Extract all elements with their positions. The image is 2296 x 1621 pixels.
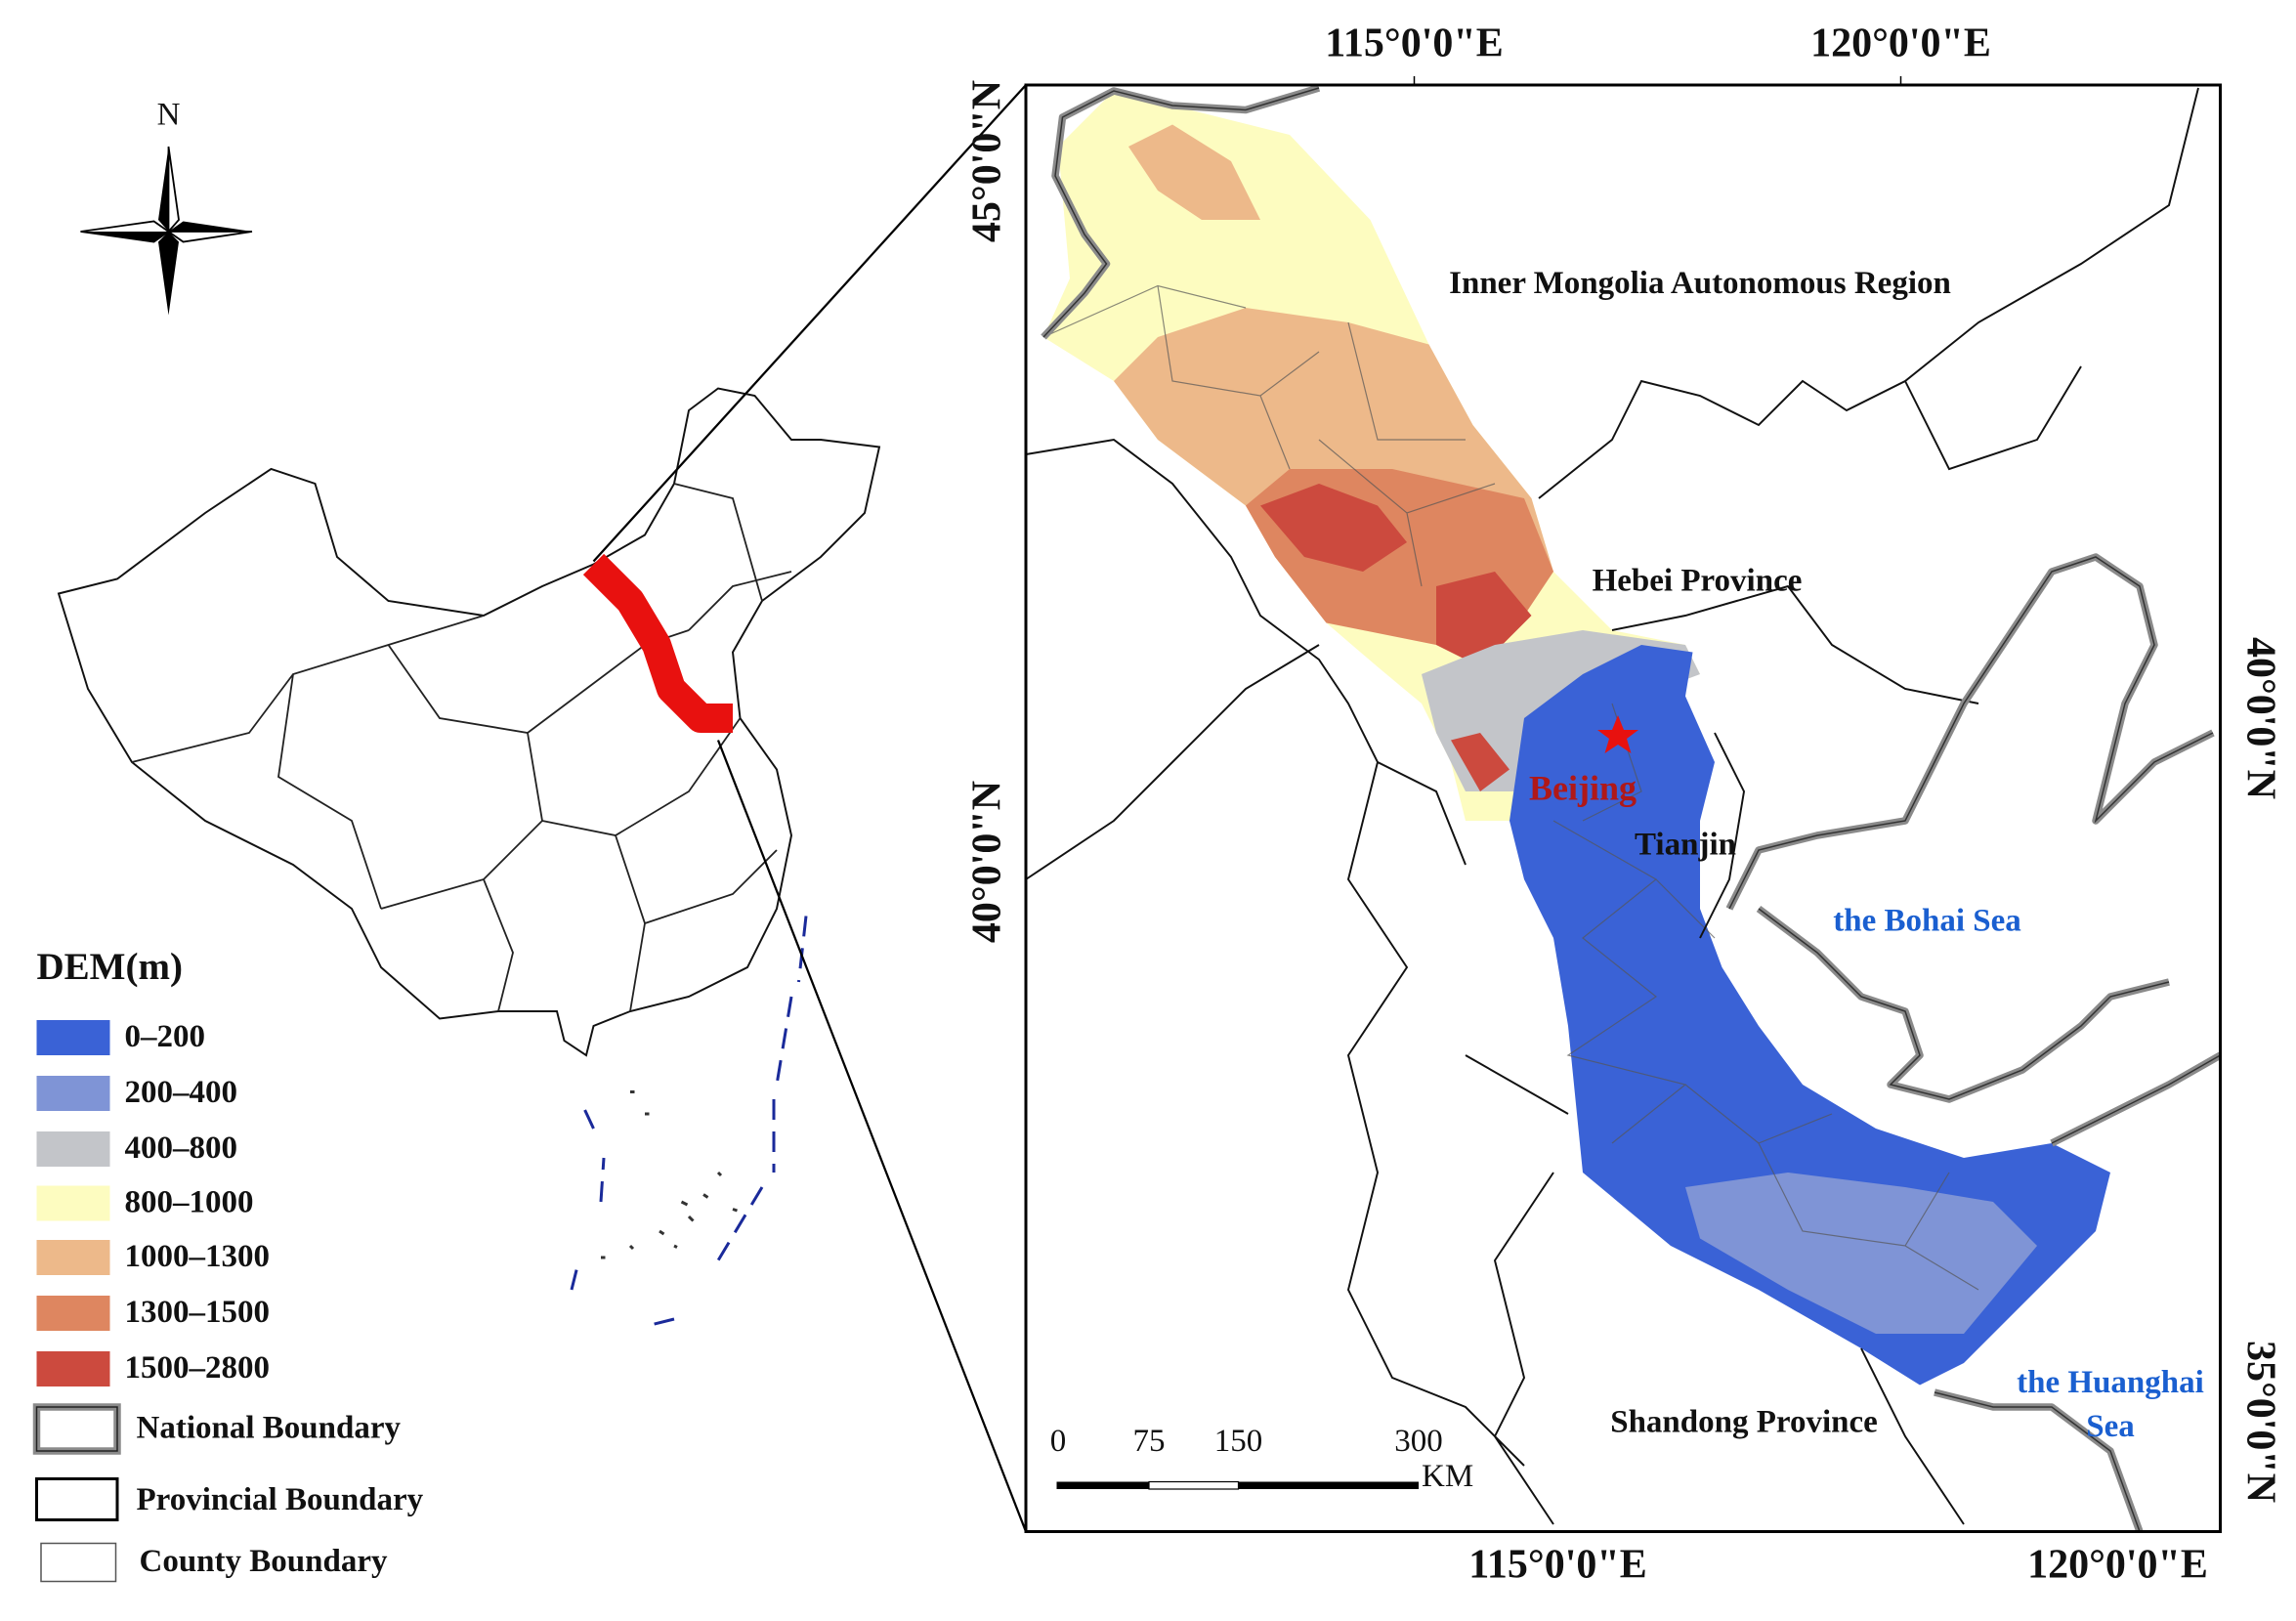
zoom-line (592, 84, 1027, 563)
dem-region (1128, 124, 1260, 220)
coordinate-label: 120°0'0"E (1810, 21, 1991, 66)
legend-swatch (36, 1185, 110, 1221)
dem-region (1685, 1173, 2037, 1334)
legend-label: Provincial Boundary (137, 1482, 424, 1517)
coastline-inner (1042, 87, 2221, 1532)
map-label: the Bohai Sea (1833, 904, 2021, 939)
content: N Inn (32, 21, 2283, 1588)
coordinate-label: 115°0'0"E (1325, 21, 1503, 66)
legend-swatch (36, 1351, 110, 1386)
scale-label: 0 (1050, 1424, 1067, 1459)
legend-title: DEM(m) (37, 946, 183, 988)
map-label: Inner Mongolia Autonomous Region (1449, 266, 1951, 301)
legend-label: 400–800 (125, 1130, 238, 1166)
legend-swatch (36, 1131, 110, 1167)
scale-segment (1056, 1481, 1239, 1489)
zoom-line (716, 740, 1028, 1532)
legend-label: 1000–1300 (125, 1239, 271, 1274)
coordinate-label: 45°0'0"N (965, 80, 1010, 242)
legend-label: County Boundary (140, 1544, 388, 1579)
map-label: Shandong Province (1610, 1405, 1878, 1440)
map-label: Beijing (1529, 768, 1637, 807)
islands (601, 1090, 738, 1259)
scale-label: 150 (1214, 1424, 1263, 1459)
scale-bar: 0 75 150 300 KM (1050, 1424, 1473, 1494)
north-arrow: N (80, 98, 253, 316)
dem-region (1260, 484, 1407, 572)
map-label: the Huanghai (2017, 1365, 2204, 1400)
legend-label: 1300–1500 (125, 1295, 271, 1330)
county-lines (1042, 284, 1979, 1291)
legend-swatch (40, 1542, 117, 1583)
study-area-strip (582, 553, 733, 733)
coordinate-label: 40°0'0"N (965, 781, 1010, 943)
north-label: N (157, 98, 181, 133)
inset-map: Inner Mongolia Autonomous Region Hebei P… (965, 21, 2283, 1588)
scale-label: 75 (1133, 1424, 1166, 1459)
dem-region (1451, 733, 1509, 791)
province-boundary (1026, 87, 2221, 1525)
inset-frame (1024, 83, 2222, 1533)
legend-swatch (36, 1296, 110, 1331)
coordinate-label: 120°0'0"E (2027, 1543, 2208, 1588)
legend: DEM(m) National Boundary Provincial Boun… (32, 946, 424, 1583)
legend-swatch (36, 1076, 110, 1111)
coordinate-label: 40°0'0"N (2237, 637, 2282, 799)
scale-label: 300 (1394, 1424, 1443, 1459)
scale-unit: KM (1422, 1459, 1473, 1494)
map-label: Sea (2086, 1409, 2135, 1444)
scale-segment (1148, 1480, 1240, 1490)
legend-swatch (32, 1403, 121, 1455)
china-outline (57, 387, 881, 1057)
map-label: Tianjin (1635, 828, 1736, 863)
legend-swatch (35, 1406, 118, 1452)
legend-swatch (36, 1020, 110, 1055)
legend-label: 200–400 (125, 1075, 238, 1110)
legend-label: National Boundary (137, 1411, 402, 1446)
province-lines (131, 483, 792, 1012)
map-label: Hebei Province (1593, 564, 1803, 599)
legend-swatch (36, 1240, 110, 1275)
coordinate-label: 115°0'0"E (1468, 1543, 1646, 1588)
legend-label: 1500–2800 (125, 1350, 271, 1386)
scale-segment (1238, 1481, 1419, 1489)
china-map (57, 84, 1028, 1532)
dem-region (1436, 572, 1532, 667)
capital-star (1597, 715, 1638, 753)
legend-swatch (35, 1477, 119, 1521)
legend-label: 800–1000 (125, 1185, 254, 1220)
coordinate-label: 35°0'0"N (2237, 1341, 2282, 1503)
nine-dash-line (570, 916, 808, 1328)
legend-label: 0–200 (125, 1019, 206, 1054)
